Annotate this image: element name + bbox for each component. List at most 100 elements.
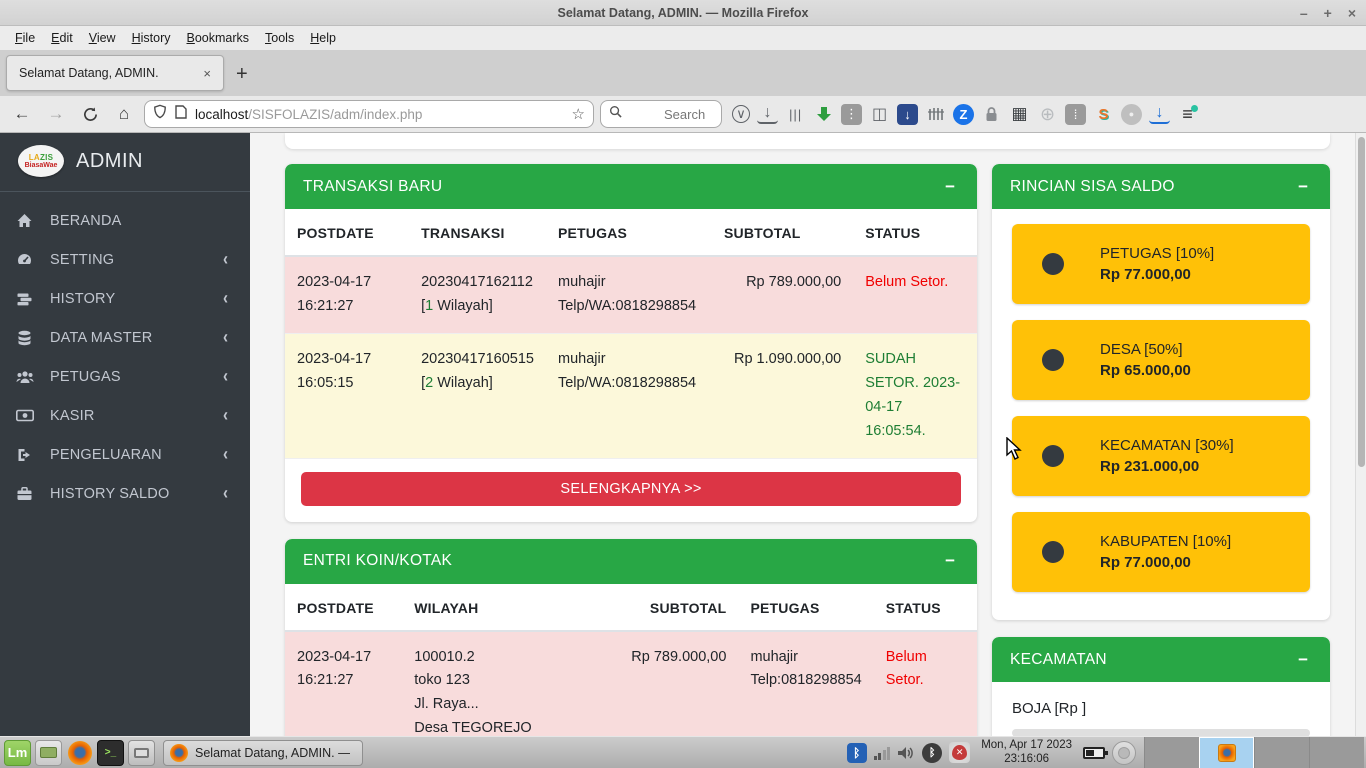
library-icon[interactable]: ||| xyxy=(788,106,803,122)
back-icon[interactable]: ← xyxy=(13,104,31,123)
page-scrollbar[interactable] xyxy=(1355,133,1366,736)
sidebar-item-petugas[interactable]: PETUGAS ‹ xyxy=(0,357,250,396)
collapse-icon[interactable]: − xyxy=(1298,649,1308,669)
selengkapnya-button[interactable]: SELENGKAPNYA >> xyxy=(301,471,961,506)
battery-icon[interactable] xyxy=(1083,746,1108,759)
zotero-icon[interactable]: Z xyxy=(953,103,974,125)
taskbar-clock[interactable]: Mon, Apr 17 2023 23:16:06 xyxy=(977,739,1076,767)
tray-round-button[interactable] xyxy=(1112,740,1136,765)
new-tab-button[interactable]: + xyxy=(236,63,248,85)
sidebar-item-history[interactable]: HISTORY ‹ xyxy=(0,279,250,318)
url-bar[interactable]: localhost/SISFOLAZIS/adm/index.php ☆ xyxy=(144,100,594,128)
saldo-card-desa[interactable]: DESA [50%] Rp 65.000,00 xyxy=(1012,320,1310,400)
url-text[interactable]: localhost/SISFOLAZIS/adm/index.php xyxy=(195,107,564,122)
row-subtotal: Rp 1.090.000,00 xyxy=(711,333,854,459)
bookmark-star-icon[interactable]: ☆ xyxy=(571,106,585,123)
minimize-button[interactable]: – xyxy=(1299,5,1308,21)
download-helper-icon[interactable]: ↓ xyxy=(1149,104,1170,124)
sidebar-item-kasir[interactable]: KASIR ‹ xyxy=(0,396,250,435)
sidebar-item-label: PENGELUARAN xyxy=(50,446,162,463)
chevron-left-icon: ‹ xyxy=(223,327,228,348)
menu-help[interactable]: Help xyxy=(310,31,336,45)
firewall-shield-icon[interactable]: ✕ xyxy=(949,742,971,763)
home-icon[interactable]: ⌂ xyxy=(118,104,130,123)
table-row[interactable]: 2023-04-17 16:21:27 20230417162112 [1 Wila… xyxy=(285,256,977,334)
menu-tools[interactable]: Tools xyxy=(265,31,295,45)
workspace-2-active[interactable] xyxy=(1199,736,1254,768)
downloads-icon[interactable]: ↓ xyxy=(757,104,778,124)
bluetooth-icon[interactable]: ᛒ xyxy=(846,742,867,763)
chevron-left-icon: ‹ xyxy=(223,288,228,309)
firefox-icon xyxy=(170,743,188,762)
green-download-arrow-icon[interactable] xyxy=(813,104,834,125)
fence-icon[interactable] xyxy=(925,104,946,125)
show-desktop-icon[interactable] xyxy=(128,739,155,766)
tab-close-icon[interactable]: × xyxy=(203,65,211,81)
firefox-launcher-icon[interactable] xyxy=(66,740,93,766)
mint-menu-icon[interactable]: Lm xyxy=(4,739,31,766)
file-manager-icon[interactable] xyxy=(35,739,62,766)
sidebar-item-setting[interactable]: SETTING ‹ xyxy=(0,240,250,279)
saldo-label: DESA [50%] xyxy=(1100,341,1183,358)
wilayah-bracket: [ xyxy=(421,297,426,314)
collapse-icon[interactable]: − xyxy=(1298,176,1308,196)
kecamatan-panel: KECAMATAN − BOJA [Rp ] xyxy=(992,637,1330,736)
globe-icon[interactable]: ⊕ xyxy=(1039,103,1056,124)
search-bar[interactable]: Search xyxy=(600,100,722,128)
navigation-toolbar: ← → ⌂ localhost/SISFOLAZIS/adm/index.php… xyxy=(0,96,1366,133)
sidebar-item-history-saldo[interactable]: HISTORY SALDO ‹ xyxy=(0,474,250,513)
scrollbar-thumb[interactable] xyxy=(1358,137,1365,467)
menu-edit[interactable]: Edit xyxy=(51,31,73,45)
sidebar-item-pengeluaran[interactable]: PENGELUARAN ‹ xyxy=(0,435,250,474)
tab-title: Selamat Datang, ADMIN. xyxy=(19,66,159,80)
maximize-button[interactable]: + xyxy=(1323,5,1332,21)
extension-toolbar: ∨ ↓ ||| ⋮ ◫ ↓ Z ▦ ⊕ ⁞ S ● ↓ ≡ xyxy=(732,103,1198,125)
collapse-icon[interactable]: − xyxy=(945,551,955,571)
reload-icon[interactable] xyxy=(76,101,104,127)
qr-code-icon[interactable]: ▦ xyxy=(1011,104,1028,123)
workspace-4[interactable] xyxy=(1309,736,1364,768)
panel-title: ENTRI KOIN/KOTAK xyxy=(303,552,453,570)
terminal-icon[interactable]: >_ xyxy=(97,739,124,766)
collapse-icon[interactable]: − xyxy=(945,176,955,196)
saldo-card-petugas[interactable]: PETUGAS [10%] Rp 77.000,00 xyxy=(1012,224,1310,304)
menu-file[interactable]: File xyxy=(15,31,36,45)
browser-tab[interactable]: Selamat Datang, ADMIN. × xyxy=(6,55,224,91)
pocket-icon[interactable]: ∨ xyxy=(732,105,750,123)
camera-icon[interactable]: ● xyxy=(1121,103,1142,125)
page-info-icon[interactable] xyxy=(175,104,187,124)
sidebar-toggle-icon[interactable]: ◫ xyxy=(871,106,888,123)
menu-bookmarks[interactable]: Bookmarks xyxy=(186,31,250,45)
extension-dots-icon[interactable]: ⋮ xyxy=(841,103,862,125)
video-download-icon[interactable]: ↓ xyxy=(897,103,918,125)
network-signal-icon[interactable] xyxy=(873,746,891,760)
transaksi-baru-panel: TRANSAKSI BARU − POSTDATE TRANSAKSI PETU… xyxy=(285,164,977,522)
scroll-dots-icon[interactable]: ⁞ xyxy=(1065,103,1086,125)
workspace-1[interactable] xyxy=(1144,736,1199,768)
sidebar-item-beranda[interactable]: BERANDA xyxy=(0,202,250,240)
wilayah-line: Desa TEGOREJO xyxy=(414,720,532,736)
chevron-left-icon: ‹ xyxy=(223,444,228,465)
saldo-card-kecamatan[interactable]: KECAMATAN [30%] Rp 231.000,00 xyxy=(1012,416,1310,496)
workspace-3[interactable] xyxy=(1254,736,1309,768)
hamburger-menu-icon[interactable]: ≡ xyxy=(1177,104,1198,125)
table-row[interactable]: 2023-04-17 16:21:27 100010.2 toko 123 Jl.… xyxy=(285,630,977,736)
sidebar-item-data-master[interactable]: DATA MASTER ‹ xyxy=(0,318,250,357)
brand-area[interactable]: LAZIS BiasaWae ADMIN xyxy=(0,133,250,192)
lock-icon[interactable] xyxy=(981,104,1002,125)
menu-history[interactable]: History xyxy=(131,31,171,45)
menu-view[interactable]: View xyxy=(88,31,116,45)
taskbar-window-button[interactable]: Selamat Datang, ADMIN. — ... xyxy=(163,739,363,766)
bluetooth-tray-icon[interactable]: ᛒ xyxy=(922,742,943,763)
saldo-card-kabupaten[interactable]: KABUPATEN [10%] Rp 77.000,00 xyxy=(1012,512,1310,592)
shield-icon[interactable] xyxy=(153,104,167,124)
close-button[interactable]: × xyxy=(1347,5,1356,21)
volume-icon[interactable] xyxy=(897,745,915,761)
panel-title: KECAMATAN xyxy=(1010,650,1107,668)
shareaholic-icon[interactable]: S xyxy=(1098,105,1109,123)
table-row[interactable]: 2023-04-17 16:05:15 20230417160515 [2 Wila… xyxy=(285,333,977,459)
sidebar-item-label: KASIR xyxy=(50,407,95,424)
brand-title: ADMIN xyxy=(76,149,143,172)
forward-icon[interactable]: → xyxy=(47,104,65,123)
rincian-sisa-saldo-panel: RINCIAN SISA SALDO − PETUGAS [10%] Rp 77… xyxy=(992,164,1330,620)
